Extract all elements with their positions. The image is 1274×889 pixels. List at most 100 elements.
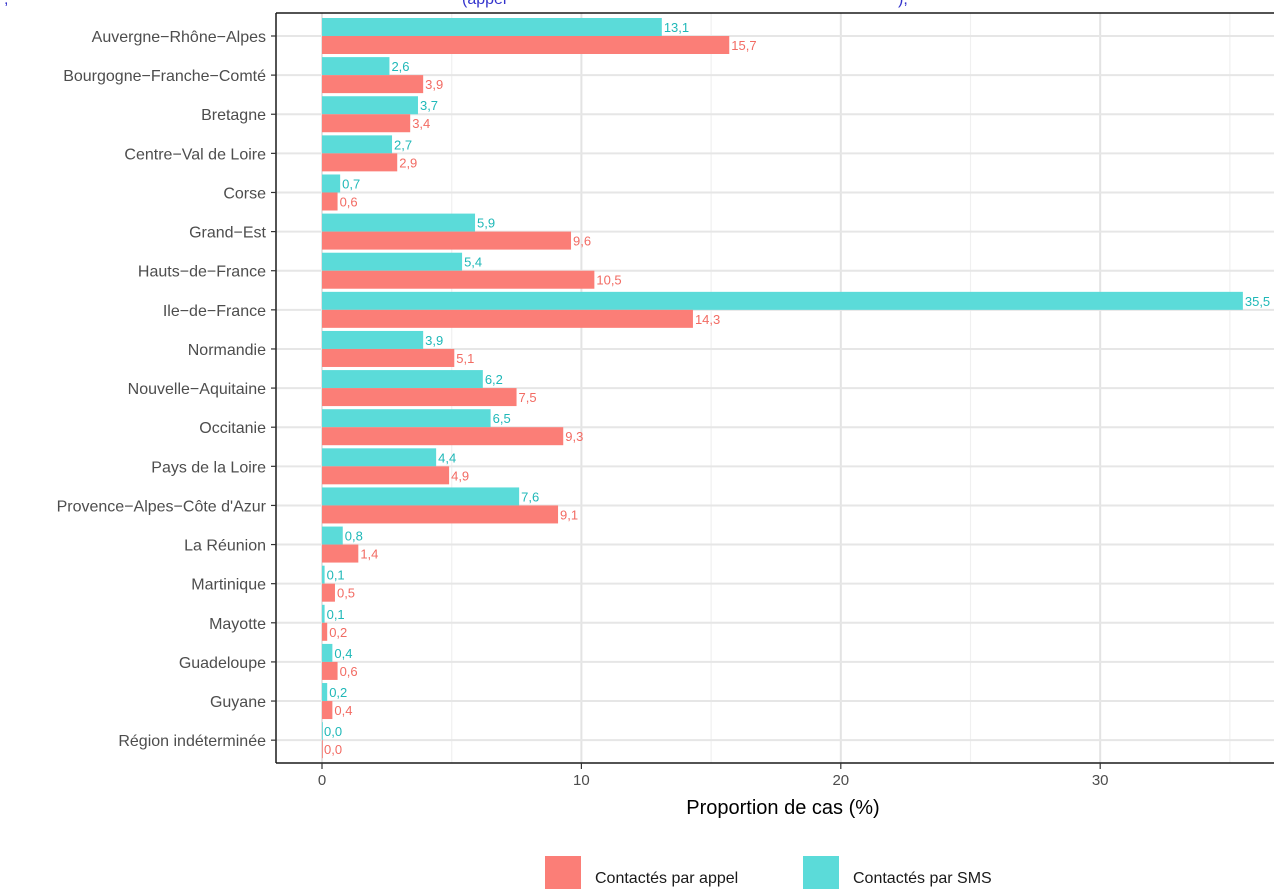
category-label: La Réunion [184,538,266,555]
data-label-appel: 0,2 [329,625,347,640]
bar-appel [322,36,730,54]
data-label-appel: 3,4 [412,116,430,131]
title-fragment-middle: (appel [462,0,506,8]
bar-appel [322,505,559,524]
x-tick-label: 30 [1092,772,1109,789]
bar-sms [322,213,476,232]
data-label-sms: 0,2 [329,685,347,700]
category-label: Pays de la Loire [151,459,266,476]
legend-swatch [803,856,839,889]
x-axis-title: Proportion de cas (%) [686,797,879,819]
category-labels: Auvergne−Rhône−Alpes Bourgogne−Franche−Co… [57,29,267,750]
bar-sms [322,291,1243,310]
category-label: Hauts−de−France [138,264,266,281]
data-label-sms: 0,4 [334,646,352,661]
bar-appel [322,466,450,485]
bars: 13,1 15,7 2,6 3,9 3,7 3,42,7 2,9 0,7 0,6 5,9 9,6 5,… [322,18,1270,759]
bar-sms [322,409,491,428]
x-tick-label: 10 [573,772,590,789]
data-label-appel: 14,3 [695,312,720,327]
data-label-appel: 4,9 [451,468,469,483]
legend-label: Contactés par SMS [853,870,992,887]
data-label-appel: 3,9 [425,77,443,92]
bar-appel [322,583,335,602]
data-label-sms: 2,6 [391,59,409,74]
data-label-appel: 1,4 [360,547,378,562]
bar-appel [322,270,595,289]
data-label-sms: 3,7 [420,98,438,113]
category-label: Grand−Est [189,225,266,242]
bar-sms [322,643,333,662]
data-label-sms: 4,4 [438,450,456,465]
data-label-sms: 5,4 [464,255,482,270]
category-label: Occitanie [199,420,266,437]
bar-appel [322,622,328,641]
grid [276,13,1274,763]
bar-appel [322,544,359,563]
data-label-appel: 15,7 [731,38,756,53]
data-label-appel: 0,5 [337,586,355,601]
bar-appel [322,661,338,680]
data-label-appel: 0,6 [340,194,358,209]
data-label-sms: 35,5 [1245,294,1270,309]
data-label-sms: 2,7 [394,137,412,152]
category-label: Guyane [210,694,266,711]
data-label-appel: 5,1 [456,351,474,366]
bar-sms [322,18,662,36]
data-label-sms: 0,0 [324,724,342,739]
x-tick-label: 20 [832,772,849,789]
data-label-appel: 0,0 [324,742,342,757]
category-label: Corse [223,185,266,202]
bar-sms [322,135,393,154]
bar-sms [322,526,343,545]
bar-sms [322,57,390,76]
data-label-appel: 0,4 [334,703,352,718]
legend: Contactés par appel Contactés par SMS [545,856,992,889]
bar-appel [322,114,411,133]
x-tick-label: 0 [318,772,326,789]
bar-appel [322,388,517,407]
data-label-appel: 7,5 [519,390,537,405]
category-label: Martinique [191,577,266,594]
x-axis: 0 10 20 30 [271,12,1274,789]
category-label: Centre−Val de Loire [124,146,266,163]
bar-appel [322,75,424,94]
bar-appel [322,740,323,759]
bar-sms [322,487,520,506]
title-fragment-right: ), [898,0,908,8]
data-label-sms: 5,9 [477,216,495,231]
data-label-sms: 6,2 [485,372,503,387]
data-label-sms: 0,7 [342,176,360,191]
data-label-appel: 9,1 [560,507,578,522]
legend-swatch [545,856,581,889]
bar-appel [322,153,398,172]
data-label-appel: 9,3 [565,429,583,444]
data-label-appel: 2,9 [399,155,417,170]
data-label-sms: 13,1 [664,20,689,35]
category-label: Mayotte [209,616,266,633]
data-label-sms: 3,9 [425,333,443,348]
data-label-sms: 0,1 [327,568,345,583]
category-label: Nouvelle−Aquitaine [128,381,266,398]
category-label: Bourgogne−Franche−Comté [63,68,266,85]
category-label: Normandie [188,342,266,359]
data-label-sms: 0,1 [327,607,345,622]
bar-sms [322,604,325,623]
bar-sms [322,448,437,467]
data-label-appel: 9,6 [573,234,591,249]
bar-appel [322,192,338,211]
bar-sms [322,370,483,389]
data-label-sms: 0,8 [345,529,363,544]
data-label-sms: 6,5 [493,411,511,426]
bar-sms [322,330,424,349]
data-label-appel: 10,5 [596,273,621,288]
bar-sms [322,565,325,584]
bar-appel [322,701,333,720]
category-label: Région indéterminée [118,733,266,750]
title-fragment-left: , [4,0,8,8]
bar-sms [322,683,328,702]
bar-sms [322,96,418,115]
legend-label: Contactés par appel [595,870,738,887]
bar-sms [322,174,341,193]
